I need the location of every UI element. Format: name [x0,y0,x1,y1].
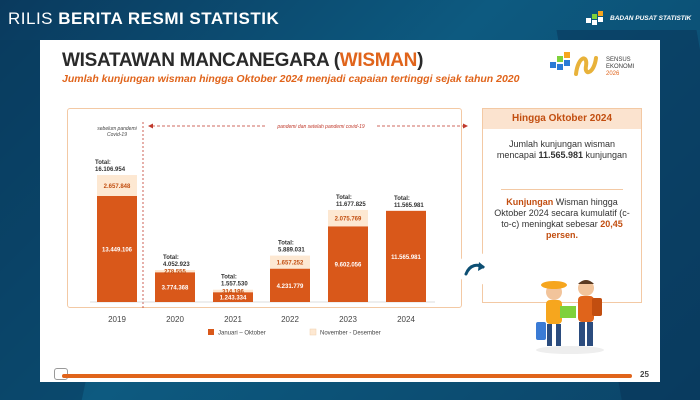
pandemic-arrow-left [148,123,153,129]
title-end: ) [417,50,424,71]
bar-jan-oct-2020 [155,272,195,302]
bar-jan-oct-2019 [97,195,137,302]
bar-nov-des-2021 [213,289,253,293]
pandemic-label-bg [266,122,376,130]
category-label-2021: 2021 [224,315,242,324]
arrow-right-icon [464,262,485,276]
bar-jan-oct-2023 [328,226,368,302]
data-label-nov-des-2020: 278.555 [164,270,186,276]
total-label-2022: 5.889.031 [278,248,305,254]
data-label-jan-oct-2024: 11.565.981 [391,255,421,261]
agency-name: BADAN PUSAT STATISTIK [610,15,692,22]
total-label-2024: 11.565.981 [394,203,424,209]
rilis-title: RILIS BERITA RESMI STATISTIK [8,9,279,29]
info-paragraph-1: Jumlah kunjungan wisman mencapai 11.565.… [489,139,635,161]
total-prefix-2020: Total: [163,255,179,261]
info-divider [501,189,623,190]
info-p1-before: Jumlah kunjungan wisman mencapai [496,139,616,160]
info-p1-after: kunjungan [583,150,628,160]
sensus-logo-icon [550,52,598,76]
top-bar: RILIS BERITA RESMI STATISTIK BADAN PUSAT… [0,0,700,40]
info-p2-highlight-1: Kunjungan [506,197,554,207]
slide: WISATAWAN MANCANEGARA (WISMAN) Jumlah ku… [40,40,660,382]
total-prefix-2022: Total: [278,241,294,247]
sensus-ekonomi-logo: SENSUS EKONOMI 2026 [548,48,656,86]
category-label-2020: 2020 [166,315,184,324]
legend-label-jan-oct: Januari – Oktober [218,331,266,337]
annotation-pre-pandemic-2: Covid-19 [107,132,127,138]
category-label-2022: 2022 [281,315,299,324]
data-label-jan-oct-2021: 1.243.334 [220,296,247,302]
data-label-jan-oct-2020: 3.774.368 [162,286,189,292]
category-label-2023: 2023 [339,315,357,324]
bar-nov-des-2020 [155,270,195,273]
footer-bar [62,374,632,378]
info-p2-highlight-2: 20,45 persen. [545,219,623,240]
rilis-bold-text: BERITA RESMI STATISTIK [58,9,280,28]
title-main: WISATAWAN MANCANEGARA ( [62,50,340,71]
legend-swatch-jan-oct [208,329,214,335]
annotation-pre-pandemic: sebelum pandemi [97,126,137,132]
total-label-2019: 16.106.954 [95,167,126,173]
pandemic-arrow-right [463,123,468,129]
slide-subtitle: Jumlah kunjungan wisman hingga Oktober 2… [62,73,520,85]
total-label-2021: 1.557.530 [221,282,248,288]
chart-frame [67,108,462,308]
total-label-2023: 11.677.825 [336,202,366,208]
category-label-2024: 2024 [397,315,415,324]
data-label-nov-des-2023: 2.075.769 [335,217,362,223]
info-header: Hingga Oktober 2024 [483,109,641,129]
category-label-2019: 2019 [108,315,126,324]
info-p1-value: 11.565.981 [538,150,584,160]
bar-nov-des-2023 [328,209,368,227]
bar-jan-oct-2022 [270,268,310,302]
bar-jan-oct-2024 [386,210,426,302]
page-number: 25 [640,370,649,379]
data-label-jan-oct-2019: 13.449.106 [102,247,133,253]
title-accent: WISMAN [339,50,418,71]
sensus-text-3: 2026 [606,71,620,77]
bar-jan-oct-2021 [213,292,253,302]
total-prefix-2021: Total: [221,275,237,281]
legend-label-nov-des: November - Desember [320,331,381,337]
bar-nov-des-2022 [270,255,310,269]
bar-nov-des-2019 [97,175,137,196]
legend-swatch-nov-des [309,328,317,336]
total-prefix-2024: Total: [394,196,410,202]
rilis-light-text: RILIS [8,9,54,28]
data-label-nov-des-2022: 1.657.252 [277,261,304,267]
data-label-jan-oct-2022: 4.231.779 [277,284,304,290]
total-prefix-2023: Total: [336,195,352,201]
arrow-circle [458,252,492,286]
slide-title: WISATAWAN MANCANEGARA (WISMAN) [62,50,423,72]
annotation-pandemic: pandemi dan setelah pandemi covid-19 [276,124,364,130]
info-box: Hingga Oktober 2024 Jumlah kunjungan wis… [482,108,642,303]
data-label-nov-des-2021: 314.196 [222,289,244,295]
sensus-text-1: SENSUS [606,57,631,63]
total-prefix-2019: Total: [95,160,111,166]
sensus-text-2: EKONOMI [606,64,635,70]
bps-logo-icon [586,11,603,25]
info-paragraph-2: Kunjungan Wisman hingga Oktober 2024 sec… [489,197,635,241]
total-label-2020: 4.052.923 [163,262,190,268]
data-label-jan-oct-2023: 9.602.056 [335,263,362,269]
info-p2-middle: Wisman hingga Oktober 2024 secara kumula… [494,197,630,229]
data-label-nov-des-2019: 2.657.848 [104,184,131,190]
tourists-illustration-icon [536,280,604,354]
